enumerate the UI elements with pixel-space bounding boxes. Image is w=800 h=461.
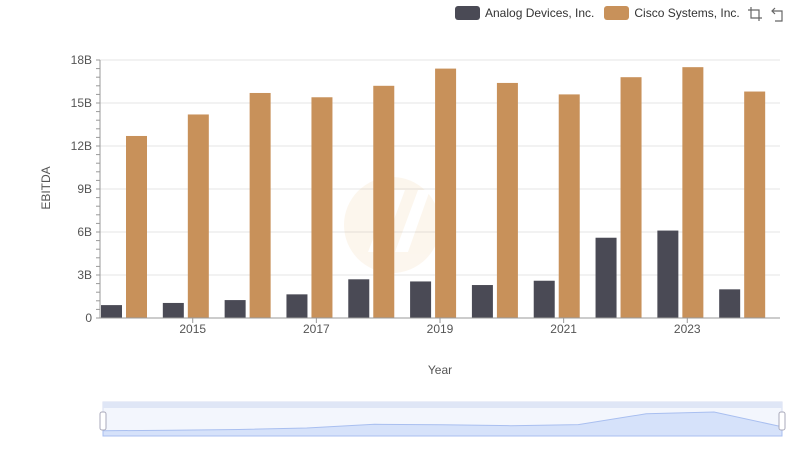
bar[interactable] (558, 94, 580, 319)
toolbox (747, 6, 787, 22)
y-tick-label: 9B (77, 182, 92, 196)
bar[interactable] (682, 67, 704, 319)
bar[interactable] (620, 77, 642, 318)
x-tick-label: 2021 (550, 322, 577, 336)
bar[interactable] (286, 294, 308, 318)
bar[interactable] (126, 135, 147, 318)
zoom-icon[interactable] (747, 6, 763, 22)
bar[interactable] (410, 281, 432, 318)
bar[interactable] (496, 82, 518, 318)
bar[interactable] (162, 302, 184, 318)
y-tick-label: 6B (77, 225, 92, 239)
axes: 0 3B 6B 9B 12B 15B 18B 2015 2017 2019 2021 2023 (71, 53, 780, 336)
legend-swatch-analog-devices (455, 6, 480, 20)
legend-item-analog-devices[interactable]: Analog Devices, Inc. (455, 6, 594, 20)
bar[interactable] (187, 114, 209, 318)
bar[interactable] (101, 305, 122, 318)
bar[interactable] (311, 97, 333, 319)
y-tick-label: 3B (77, 268, 92, 282)
bar[interactable] (744, 91, 766, 319)
x-tick-label: 2023 (674, 322, 701, 336)
bar[interactable] (373, 85, 395, 318)
bar[interactable] (595, 237, 617, 318)
restore-icon[interactable] (771, 6, 787, 22)
legend-item-cisco[interactable]: Cisco Systems, Inc. (604, 6, 740, 20)
x-tick-label: 2019 (427, 322, 454, 336)
zoom-top-bar (103, 402, 782, 408)
zoom-handle-left[interactable] (99, 411, 107, 431)
x-tick-label: 2015 (179, 322, 206, 336)
legend-label-analog-devices: Analog Devices, Inc. (485, 6, 595, 20)
legend: Analog Devices, Inc. Cisco Systems, Inc. (455, 4, 750, 22)
y-tick-label: 12B (71, 139, 92, 153)
legend-swatch-cisco (604, 6, 630, 20)
bar[interactable] (435, 68, 457, 318)
legend-label-cisco: Cisco Systems, Inc. (634, 6, 740, 20)
y-tick-label: 0 (85, 311, 92, 325)
bar[interactable] (719, 289, 741, 318)
y-axis-label: EBITDA (39, 166, 53, 209)
zoom-preview-area (102, 411, 783, 437)
bar[interactable] (657, 230, 679, 318)
x-tick-label: 2017 (303, 322, 330, 336)
y-tick-label: 18B (71, 53, 92, 67)
bar[interactable] (224, 300, 246, 318)
bars (101, 67, 766, 319)
bar[interactable] (249, 92, 271, 318)
bar[interactable] (471, 285, 493, 318)
x-axis-label: Year (428, 363, 452, 377)
zoom-handle-right[interactable] (778, 411, 786, 431)
data-zoom-slider[interactable] (99, 401, 786, 437)
bar[interactable] (348, 279, 370, 318)
bar[interactable] (533, 280, 555, 318)
y-tick-label: 15B (71, 96, 92, 110)
